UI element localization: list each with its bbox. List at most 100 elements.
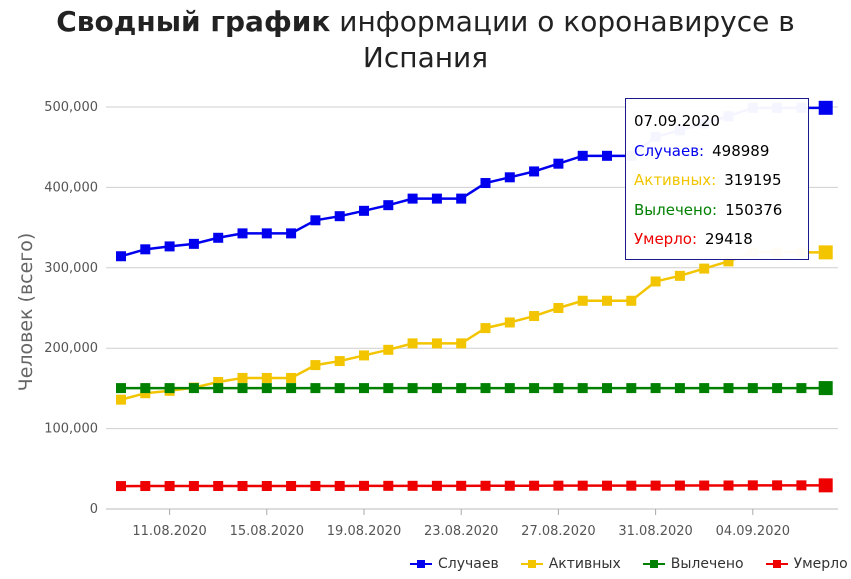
series-3 [116, 478, 833, 493]
data-point [626, 480, 637, 491]
data-point [407, 383, 418, 394]
legend-label-deaths: Умерло [793, 556, 848, 572]
data-point [577, 295, 588, 306]
tooltip-deaths-label: Умерло: [634, 230, 698, 248]
data-point [818, 381, 833, 396]
data-point [383, 383, 394, 394]
tooltip-row-deaths: Умерло: 29418 [634, 225, 800, 255]
data-point [602, 150, 612, 161]
data-point [456, 383, 467, 394]
data-point [310, 480, 321, 491]
data-point [383, 200, 394, 211]
data-point [480, 383, 491, 394]
data-point [286, 228, 297, 239]
data-point [237, 228, 248, 239]
y-tick-label: 200,000 [44, 341, 98, 356]
data-point [334, 480, 345, 491]
tooltip-row-active: Активных: 319195 [634, 166, 800, 196]
legend-marker-active [520, 559, 543, 569]
chart-title: Сводный график информации о коронавирусе… [0, 4, 851, 76]
data-point [407, 480, 418, 491]
data-point [602, 295, 612, 306]
data-point [456, 193, 467, 204]
data-point [188, 481, 199, 492]
data-point [650, 276, 661, 287]
x-tick-label: 11.08.2020 [132, 524, 206, 539]
chart-title-rest: информации о коронавирусе в Испания [339, 5, 795, 74]
data-point [529, 383, 540, 394]
tooltip-deaths-value: 29418 [705, 230, 753, 248]
data-point [818, 478, 833, 493]
data-point [772, 383, 783, 394]
legend-item-cases[interactable]: Случаев [410, 556, 499, 572]
data-point [723, 480, 734, 491]
tooltip-row-recovered: Вылечено: 150376 [634, 196, 800, 226]
data-point [213, 232, 224, 243]
data-point [456, 480, 467, 491]
legend: Случаев Активных Вылечено Умерло [410, 556, 848, 572]
y-tick-label: 100,000 [44, 422, 98, 437]
x-tick-label: 27.08.2020 [521, 524, 595, 539]
data-point [334, 211, 345, 222]
legend-marker-deaths [765, 559, 788, 569]
data-point [504, 383, 515, 394]
data-point [286, 372, 297, 383]
data-point [577, 383, 588, 394]
data-point [747, 383, 758, 394]
data-point [383, 344, 394, 355]
y-tick-label: 500,000 [44, 100, 98, 115]
legend-item-recovered[interactable]: Вылечено [642, 556, 744, 572]
tooltip-date: 07.09.2020 [634, 112, 720, 130]
data-point [553, 158, 564, 169]
data-point [213, 376, 224, 387]
data-point [359, 480, 369, 491]
data-point [529, 166, 540, 177]
data-point [237, 383, 248, 394]
data-point [674, 270, 685, 281]
series-2 [116, 381, 833, 396]
data-point [116, 481, 126, 492]
data-point [164, 481, 175, 492]
data-tooltip: 07.09.2020 Случаев: 498989 Активных: 31919… [625, 98, 809, 260]
data-point [431, 193, 442, 204]
x-tick-label: 15.08.2020 [230, 524, 304, 539]
data-point [140, 481, 151, 492]
tooltip-active-label: Активных: [634, 171, 717, 189]
data-point [626, 383, 637, 394]
data-point [796, 383, 807, 394]
data-point [261, 383, 272, 394]
data-point [723, 383, 734, 394]
tooltip-recovered-value: 150376 [725, 200, 783, 219]
data-point [407, 338, 418, 349]
x-tick-label: 04.09.2020 [716, 524, 790, 539]
data-point [772, 480, 783, 491]
data-point [286, 383, 297, 394]
y-tick-label: 400,000 [44, 180, 98, 195]
data-point [431, 338, 442, 349]
legend-item-active[interactable]: Активных [520, 556, 621, 572]
series-line [120, 251, 826, 401]
x-tick-label: 23.08.2020 [424, 524, 498, 539]
y-tick-label: 300,000 [44, 261, 98, 276]
data-point [116, 251, 126, 262]
legend-item-deaths[interactable]: Умерло [765, 556, 848, 572]
data-point [261, 228, 272, 239]
data-point [529, 311, 540, 322]
data-point [286, 480, 297, 491]
legend-marker-recovered [642, 559, 665, 569]
data-point [480, 480, 491, 491]
data-point [602, 383, 612, 394]
data-point [553, 480, 564, 491]
legend-label-active: Активных [548, 556, 621, 572]
data-point [237, 480, 248, 491]
data-point [116, 394, 126, 405]
data-point [626, 295, 637, 306]
x-axis-ticks: 11.08.2020 15.08.2020 19.08.2020 23.08.2020… [132, 509, 790, 539]
data-point [383, 480, 394, 491]
data-point [699, 383, 710, 394]
data-point [699, 480, 710, 491]
data-point [310, 215, 321, 226]
tooltip-active-value: 319195 [724, 171, 782, 189]
data-point [504, 172, 515, 183]
